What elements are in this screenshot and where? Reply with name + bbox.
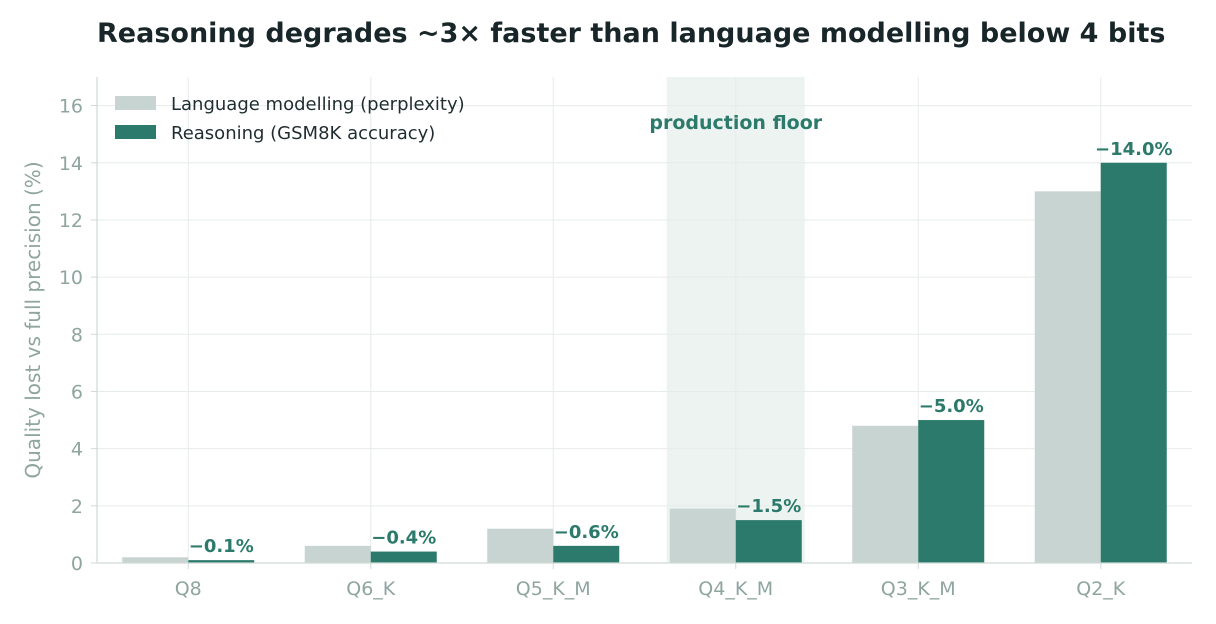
y-tick-label: 4 bbox=[71, 439, 83, 461]
y-tick-label: 2 bbox=[71, 496, 83, 518]
y-axis-title: Quality lost vs full precision (%) bbox=[21, 161, 45, 478]
y-tick-label: 16 bbox=[59, 96, 83, 118]
data-label-reasoning: −1.5% bbox=[736, 496, 801, 517]
x-tick-label: Q5_K_M bbox=[516, 578, 591, 600]
bar-language-modelling bbox=[304, 545, 371, 563]
data-label-reasoning: −0.6% bbox=[554, 522, 619, 543]
bar-language-modelling bbox=[122, 557, 189, 563]
grid-layer bbox=[97, 77, 1192, 564]
y-tick-label: 8 bbox=[71, 324, 83, 346]
production-floor-label: production floor bbox=[649, 112, 822, 134]
y-tick-label: 6 bbox=[71, 381, 83, 403]
data-label-reasoning: −5.0% bbox=[919, 396, 984, 417]
data-label-reasoning: −14.0% bbox=[1095, 139, 1173, 160]
legend-label: Reasoning (GSM8K accuracy) bbox=[171, 123, 435, 144]
bar-language-modelling bbox=[487, 528, 554, 563]
bar-reasoning bbox=[1100, 162, 1167, 563]
bar-reasoning bbox=[188, 560, 255, 563]
y-tick-label: 12 bbox=[59, 210, 83, 232]
x-tick-label: Q2_K bbox=[1076, 578, 1126, 600]
label-layer: production floor −0.1% −0.4% −0.6% −1.5% −5.0… bbox=[189, 112, 1173, 557]
bar-layer bbox=[122, 162, 1167, 563]
axis-layer: 0 2 4 6 8 10 12 14 16 Q8 Q6_K Q5_K_M Q4_K_M Q3_K_M Q2_… bbox=[59, 77, 1192, 600]
bar-language-modelling bbox=[669, 508, 736, 563]
bar-reasoning bbox=[918, 420, 985, 563]
y-tick-label: 14 bbox=[59, 153, 83, 175]
y-tick-label: 10 bbox=[59, 267, 83, 289]
legend-label: Language modelling (perplexity) bbox=[171, 94, 465, 115]
x-tick-label: Q8 bbox=[175, 578, 202, 600]
legend-swatch bbox=[115, 96, 156, 110]
bar-language-modelling bbox=[1034, 191, 1101, 563]
y-tick-label: 0 bbox=[71, 553, 83, 575]
legend-swatch bbox=[115, 125, 156, 139]
x-tick-label: Q4_K_M bbox=[698, 578, 773, 600]
chart-title: Reasoning degrades ~3× faster than langu… bbox=[97, 18, 1166, 49]
bar-reasoning bbox=[370, 551, 437, 563]
data-label-reasoning: −0.4% bbox=[371, 528, 436, 549]
x-tick-label: Q3_K_M bbox=[881, 578, 956, 600]
legend: Language modelling (perplexity) Reasoning… bbox=[115, 94, 465, 144]
bar-reasoning bbox=[553, 545, 620, 563]
bar-reasoning bbox=[735, 520, 802, 563]
bar-language-modelling bbox=[852, 425, 919, 563]
data-label-reasoning: −0.1% bbox=[189, 536, 254, 557]
x-tick-label: Q6_K bbox=[346, 578, 396, 600]
